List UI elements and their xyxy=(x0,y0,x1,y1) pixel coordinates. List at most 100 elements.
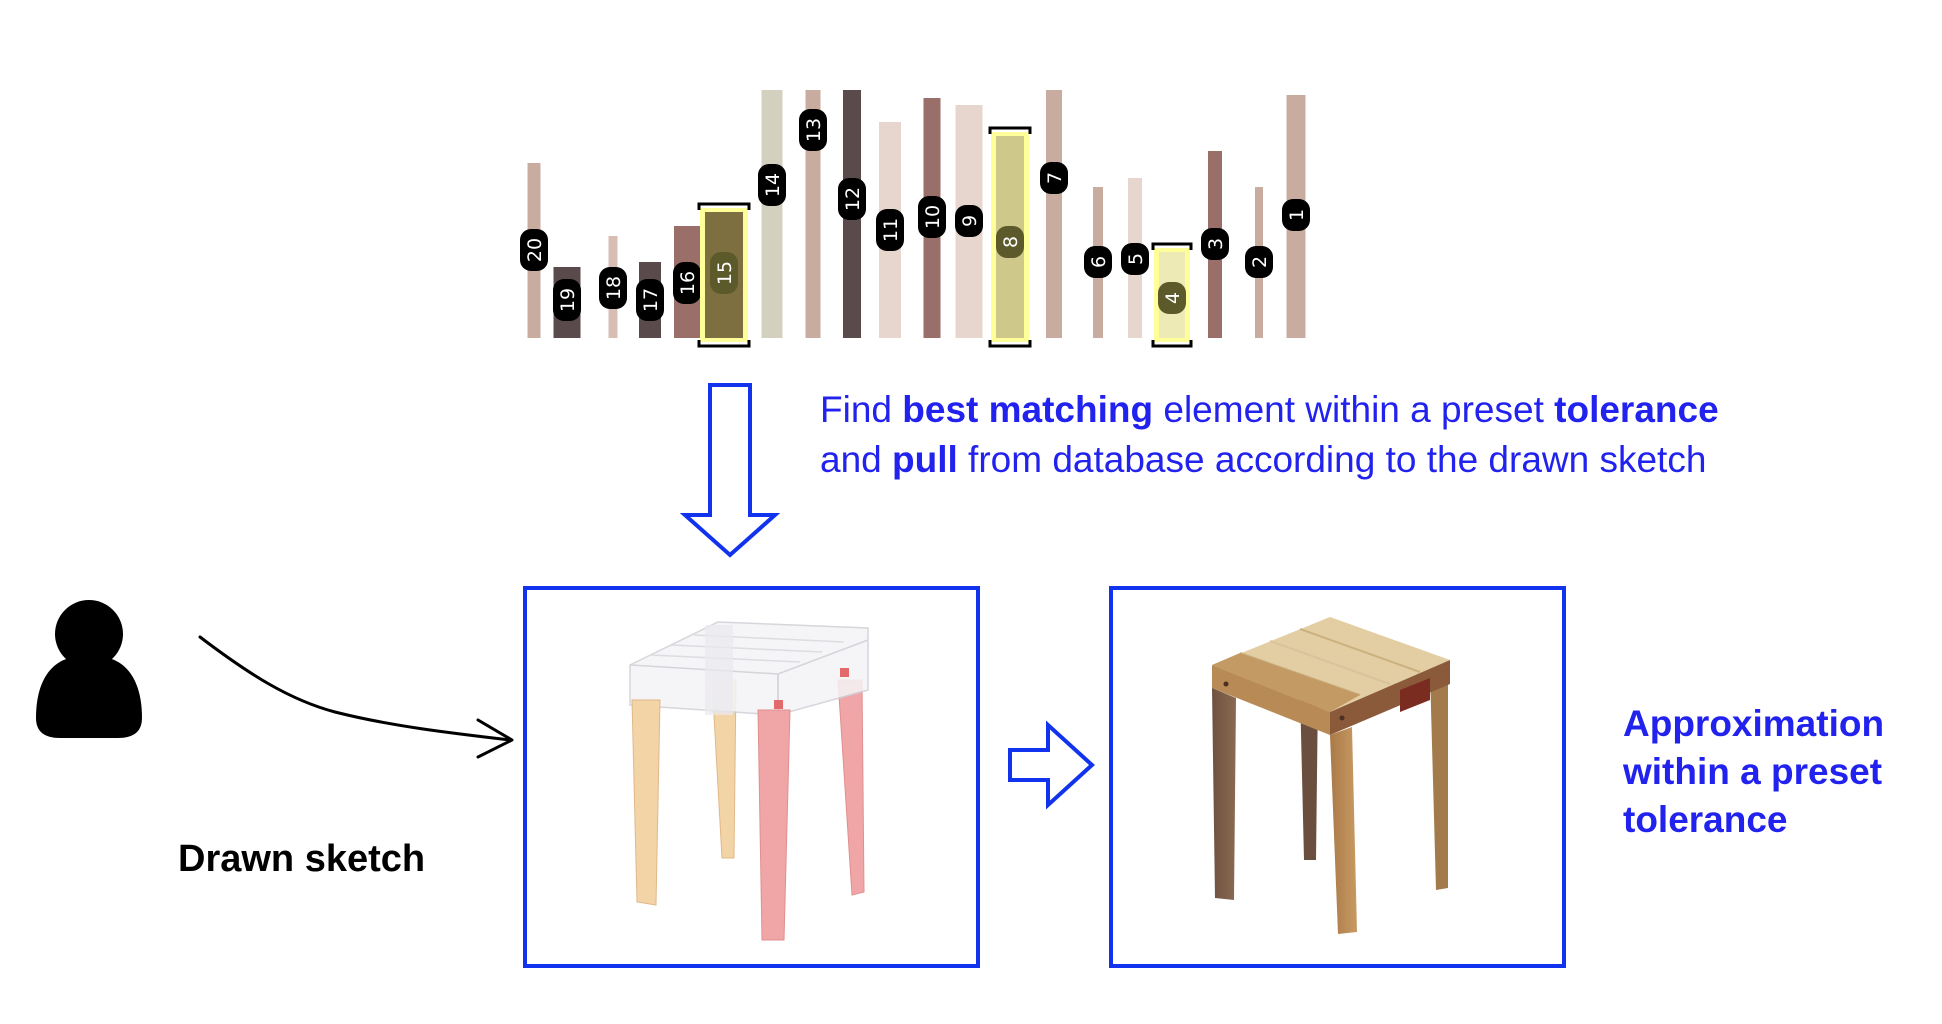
database-element-12: 12 xyxy=(838,90,866,338)
element-label: 6 xyxy=(1088,256,1110,268)
element-label-badge: 4 xyxy=(1158,282,1186,314)
database-element-7: 7 xyxy=(1040,90,1068,338)
tolerance-bracket xyxy=(1151,242,1193,348)
database-element-11: 11 xyxy=(876,122,904,338)
element-bar xyxy=(805,90,821,338)
element-label-badge: 1 xyxy=(1282,199,1310,231)
label-background xyxy=(838,178,866,220)
label-background xyxy=(876,209,904,251)
element-label-badge: 18 xyxy=(599,267,627,309)
label-background xyxy=(710,252,738,294)
approximation-line-2: within a preset xyxy=(1623,751,1883,792)
label-background xyxy=(1158,282,1186,314)
element-label: 9 xyxy=(959,215,981,227)
desc-text: from database according to the drawn ske… xyxy=(957,439,1707,480)
label-background xyxy=(520,229,548,271)
element-label-badge: 20 xyxy=(520,229,548,271)
sketch-arrow-icon xyxy=(198,635,514,759)
element-label: 12 xyxy=(842,187,864,211)
description-line-2: and pull from database according to the … xyxy=(820,435,1719,485)
label-background xyxy=(1245,246,1273,278)
desc-bold-pull: pull xyxy=(892,439,958,480)
element-label-badge: 8 xyxy=(996,226,1024,258)
element-label: 8 xyxy=(1000,236,1022,248)
database-element-17: 17 xyxy=(636,262,664,338)
label-background xyxy=(673,262,701,304)
down-arrow-icon xyxy=(679,383,781,558)
label-background xyxy=(799,109,827,151)
element-database: 20 19 18 17 16 15 14 13 12 11 10 9 8 7 6 5 4 3 2 1 xyxy=(520,90,1310,348)
process-description: Find best matching element within a pres… xyxy=(820,385,1719,485)
element-label: 20 xyxy=(524,238,546,262)
database-element-19: 19 xyxy=(553,267,581,338)
element-label-badge: 16 xyxy=(673,262,701,304)
database-element-2: 2 xyxy=(1245,187,1273,338)
element-label: 2 xyxy=(1249,256,1271,268)
desc-bold-tolerance: tolerance xyxy=(1554,389,1719,430)
approximation-line-3: tolerance xyxy=(1623,799,1788,840)
element-bar xyxy=(761,90,783,338)
element-label: 16 xyxy=(677,271,699,295)
element-label-badge: 6 xyxy=(1084,246,1112,278)
approximation-label: Approximation within a preset tolerance xyxy=(1623,700,1884,844)
element-label-badge: 10 xyxy=(918,196,946,238)
database-element-15: 15 xyxy=(697,202,751,348)
approximation-line-1: Approximation xyxy=(1623,703,1885,744)
element-label-badge: 7 xyxy=(1040,162,1068,194)
element-label: 10 xyxy=(922,205,944,229)
label-background xyxy=(599,267,627,309)
label-background xyxy=(758,164,786,206)
element-label: 17 xyxy=(640,288,662,312)
database-element-8: 8 xyxy=(988,126,1032,348)
tolerance-bracket xyxy=(988,126,1032,348)
label-background xyxy=(636,279,664,321)
desc-bold-best-matching: best matching xyxy=(902,389,1154,430)
element-label-badge: 14 xyxy=(758,164,786,206)
tolerance-bracket xyxy=(697,202,751,348)
label-background xyxy=(1121,243,1149,275)
element-label-badge: 11 xyxy=(876,209,904,251)
user-icon xyxy=(36,600,142,738)
element-label: 18 xyxy=(603,276,625,300)
element-label: 4 xyxy=(1162,292,1184,304)
label-background xyxy=(1084,246,1112,278)
database-element-3: 3 xyxy=(1201,151,1229,338)
element-label-badge: 5 xyxy=(1121,243,1149,275)
database-element-5: 5 xyxy=(1121,178,1149,338)
approximated-stool-model xyxy=(1212,617,1450,934)
element-label: 14 xyxy=(762,173,784,197)
sketch-stool-model xyxy=(629,621,869,941)
label-background xyxy=(553,279,581,321)
element-label: 3 xyxy=(1205,238,1227,250)
element-label-badge: 9 xyxy=(955,205,983,237)
element-label-badge: 12 xyxy=(838,178,866,220)
element-label: 11 xyxy=(880,218,902,242)
database-element-1: 1 xyxy=(1282,95,1310,338)
element-label-badge: 17 xyxy=(636,279,664,321)
description-line-1: Find best matching element within a pres… xyxy=(820,385,1719,435)
database-element-6: 6 xyxy=(1084,187,1112,338)
database-element-20: 20 xyxy=(520,163,548,338)
element-label: 15 xyxy=(714,261,736,285)
database-element-18: 18 xyxy=(599,236,627,338)
element-label: 19 xyxy=(557,288,579,312)
element-label-badge: 13 xyxy=(799,109,827,151)
label-background xyxy=(1201,228,1229,260)
element-label: 7 xyxy=(1044,172,1066,184)
element-label-badge: 19 xyxy=(553,279,581,321)
element-label-badge: 15 xyxy=(710,252,738,294)
element-bar xyxy=(1046,90,1062,338)
element-label: 5 xyxy=(1125,253,1147,265)
label-background xyxy=(955,205,983,237)
database-element-13: 13 xyxy=(799,90,827,338)
label-background xyxy=(996,226,1024,258)
label-background xyxy=(1282,199,1310,231)
database-element-16: 16 xyxy=(673,226,701,338)
right-arrow-icon xyxy=(1008,720,1095,810)
database-element-10: 10 xyxy=(918,98,946,338)
database-element-9: 9 xyxy=(955,105,983,338)
label-background xyxy=(1040,162,1068,194)
element-label: 1 xyxy=(1286,209,1308,221)
desc-text: Find xyxy=(820,389,903,430)
